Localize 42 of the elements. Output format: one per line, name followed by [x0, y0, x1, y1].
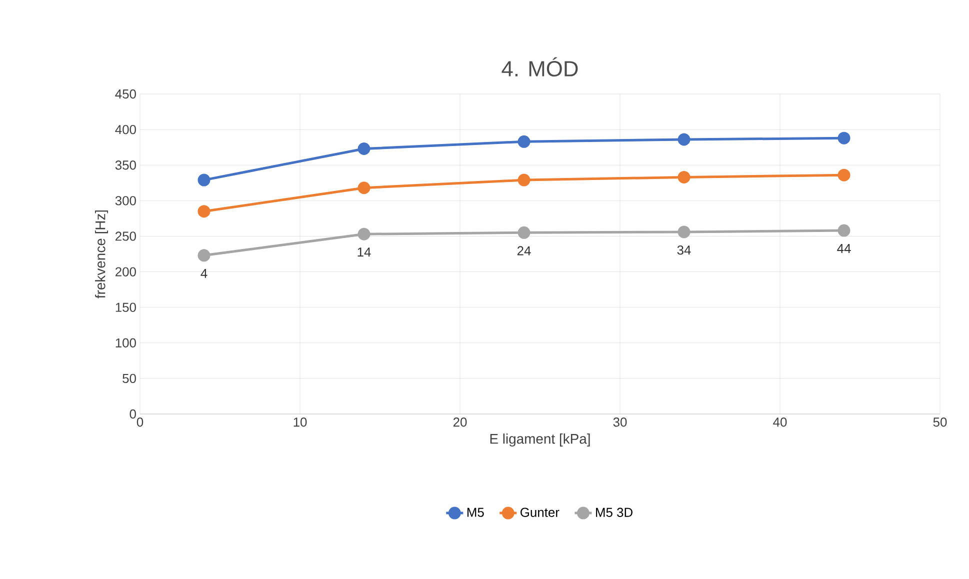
- y-tick-label: 250: [116, 232, 136, 241]
- annotation: 4: [200, 268, 208, 278]
- y-tick-label: 400: [115, 124, 136, 134]
- annotation: 44: [837, 244, 851, 253]
- chart-title: 4. MÓD: [502, 57, 578, 77]
- x-tick-label: 30: [613, 418, 627, 427]
- point: [198, 205, 210, 218]
- x-axis-title: E ligament [kPa]: [490, 434, 590, 447]
- x-tick-label: 0: [136, 418, 144, 427]
- point: [518, 135, 530, 148]
- y-tick-label: 450: [115, 89, 136, 99]
- point: [838, 132, 850, 144]
- annotation: 24: [517, 246, 531, 256]
- point: [358, 182, 370, 194]
- annotation: 34: [677, 245, 691, 255]
- y-tick-label: 350: [115, 160, 136, 170]
- legend-label: Gunter: [520, 508, 560, 517]
- point: [198, 174, 210, 186]
- point: [358, 228, 370, 240]
- point: [518, 226, 530, 239]
- x-tick-label: 10: [294, 418, 307, 427]
- y-tick-label: 150: [116, 302, 136, 312]
- legend-label: M5 3D: [596, 508, 632, 517]
- y-tick-label: 100: [116, 338, 136, 348]
- point: [678, 226, 690, 238]
- y-tick-label: 200: [116, 267, 136, 276]
- x-tick-label: 50: [933, 418, 947, 427]
- point: [518, 174, 530, 186]
- x-tick-label: 20: [453, 418, 467, 427]
- legend-label: M5: [467, 508, 484, 517]
- point: [838, 168, 850, 182]
- y-tick-label: 0: [130, 409, 136, 419]
- x-tick-label: 40: [773, 418, 787, 427]
- point: [678, 170, 690, 184]
- y-tick-label: 50: [122, 374, 136, 384]
- annotation: 14: [358, 248, 371, 257]
- y-tick-label: 300: [115, 196, 136, 206]
- point: [198, 249, 210, 262]
- point: [678, 133, 690, 146]
- y-axis-title: frekvence [Hz]: [95, 210, 108, 298]
- point: [838, 224, 850, 237]
- point: [358, 142, 370, 156]
